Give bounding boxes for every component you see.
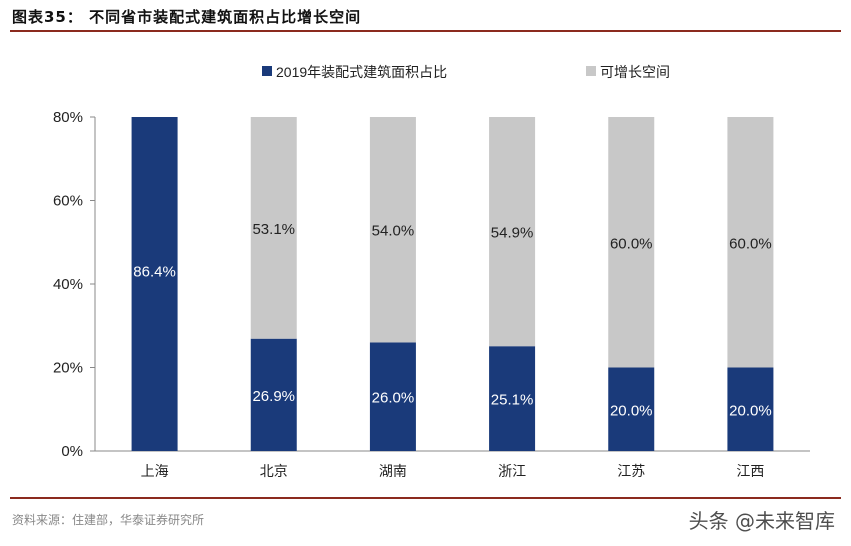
y-tick-label: 80% [53, 109, 83, 126]
bar-current [489, 346, 536, 451]
legend-label: 2019年装配式建筑面积占比 [276, 64, 447, 80]
bar-current [369, 342, 416, 451]
x-tick-label: 上海 [141, 463, 169, 479]
x-tick-label: 浙江 [498, 463, 526, 479]
data-label: 54.0% [372, 223, 415, 240]
y-tick-label: 40% [53, 276, 83, 293]
figure-title: 图表35： 不同省市装配式建筑面积占比增长空间 [12, 8, 362, 26]
data-label: 26.9% [252, 388, 295, 405]
bar-current [250, 338, 297, 451]
bar-growth [250, 117, 297, 339]
y-tick-label: 0% [61, 443, 83, 460]
x-tick-label: 北京 [260, 463, 288, 479]
footer-divider [10, 497, 841, 499]
data-label: 86.4% [133, 264, 176, 281]
watermark: 头条 @未来智库 [688, 509, 835, 533]
bar-current [608, 367, 655, 451]
y-tick-label: 60% [53, 193, 83, 210]
legend-swatch [586, 66, 596, 76]
x-tick-label: 湖南 [379, 463, 407, 479]
bar-growth [727, 117, 774, 368]
bar-growth [608, 117, 655, 368]
x-tick-label: 江苏 [617, 463, 645, 479]
data-label: 60.0% [729, 235, 772, 252]
legend-swatch [262, 66, 272, 76]
bar-growth [369, 117, 416, 343]
y-tick-label: 20% [53, 360, 83, 377]
title-divider [10, 30, 841, 32]
bar-current [727, 367, 774, 451]
data-label: 53.1% [252, 221, 295, 238]
data-label: 25.1% [491, 392, 534, 409]
data-label: 20.0% [729, 402, 772, 419]
data-label: 26.0% [372, 390, 415, 407]
legend-label: 可增长空间 [600, 64, 670, 80]
data-label: 54.9% [491, 225, 534, 242]
bar-current [131, 117, 178, 451]
bar-growth [489, 117, 536, 347]
data-label: 60.0% [610, 235, 653, 252]
source-note: 资料来源：住建部，华泰证券研究所 [12, 513, 205, 527]
data-label: 20.0% [610, 402, 653, 419]
x-tick-label: 江西 [736, 463, 764, 479]
